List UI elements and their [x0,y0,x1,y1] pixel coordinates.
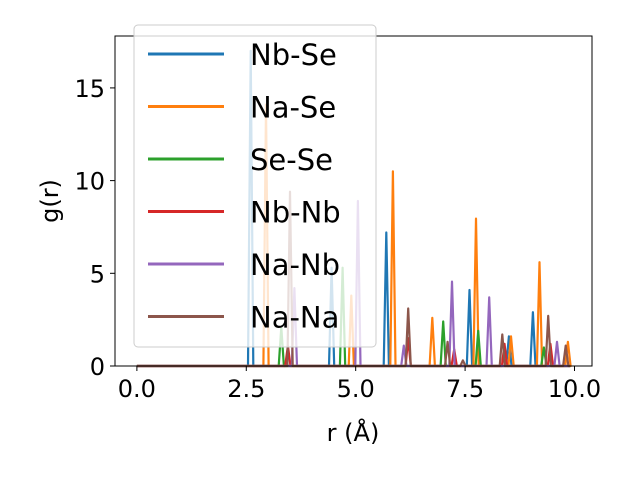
legend-label-nb-se: Nb-Se [250,38,337,72]
legend-box [133,24,377,348]
legend-label-na-nb: Na-Nb [250,248,340,282]
legend-label-nb-nb: Nb-Nb [250,196,341,230]
axis-ticks: 0.0 2.5 5.0 7.5 10.0 0 5 10 15 [74,75,601,403]
y-tick-label: 15 [74,75,105,103]
x-tick-label: 0.0 [118,375,156,403]
x-tick-label: 7.5 [446,375,484,403]
legend-label-se-se: Se-Se [250,143,333,177]
y-tick-label: 5 [90,260,105,288]
x-axis-label: r (Å) [327,418,380,447]
legend-label-na-se: Na-Se [250,91,336,125]
y-axis-label: g(r) [36,179,64,223]
legend: Nb-Se Na-Se Se-Se Nb-Nb Na-Nb Na-Na [133,24,377,348]
series-line-se-se [136,266,571,368]
x-tick-label: 10.0 [548,375,601,403]
legend-label-na-na: Na-Na [250,301,339,335]
y-tick-label: 10 [74,168,105,196]
y-tick-label: 0 [90,353,105,381]
x-tick-label: 5.0 [337,375,375,403]
x-tick-label: 2.5 [227,375,265,403]
